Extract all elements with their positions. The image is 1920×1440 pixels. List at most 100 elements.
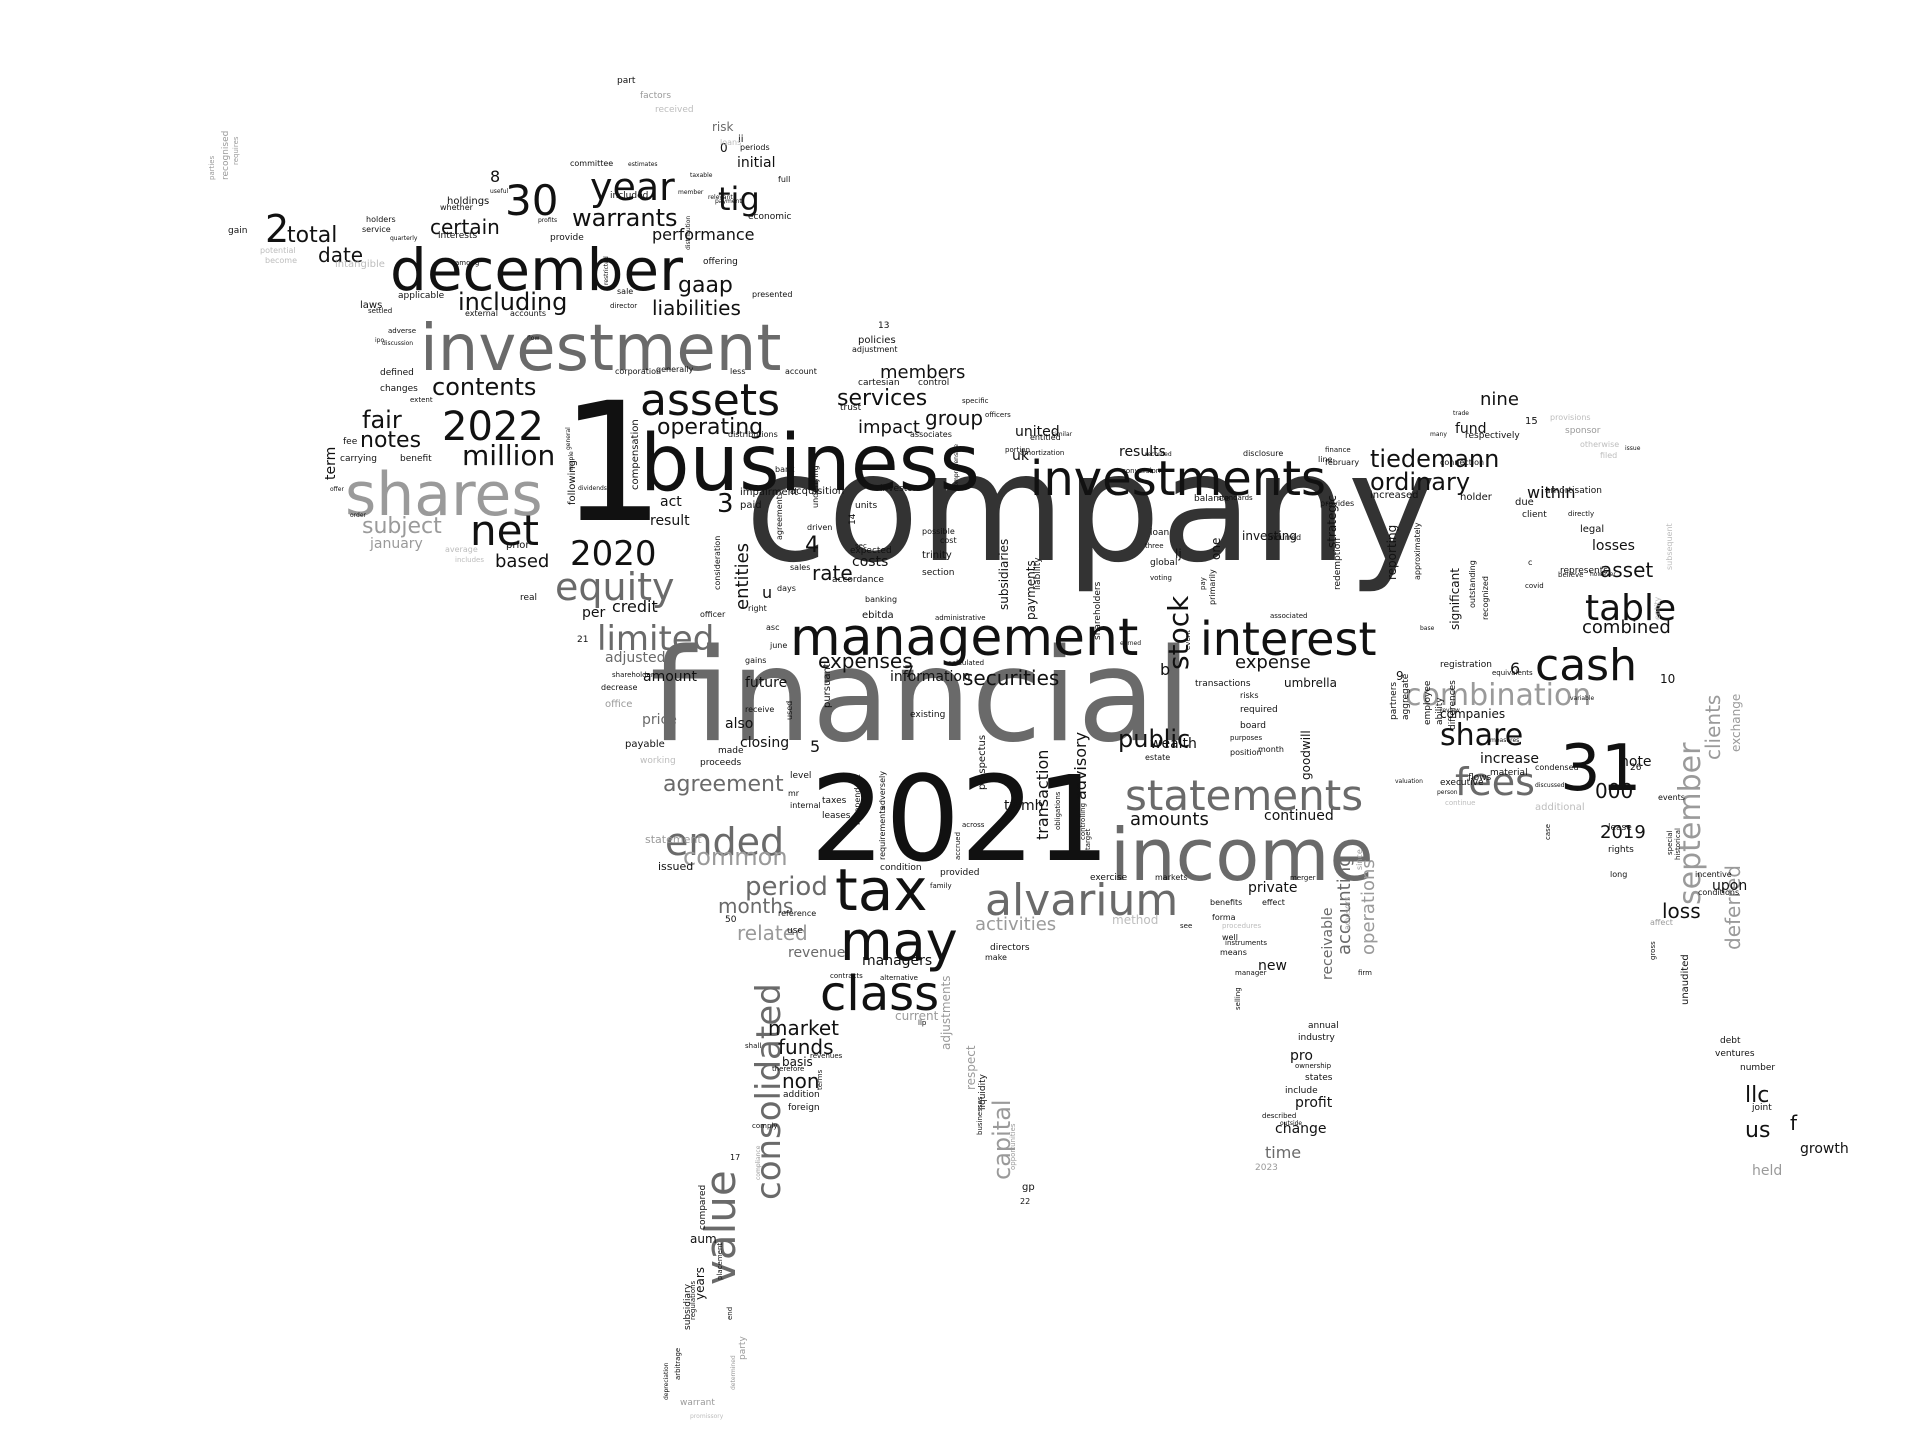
word-agreement: agreement xyxy=(663,772,784,797)
word-adversely: adversely xyxy=(878,771,887,810)
word-alvarium: alvarium xyxy=(985,875,1178,926)
word-measures: measures xyxy=(1490,737,1519,744)
word-required: required xyxy=(1240,705,1278,715)
word-subsidiaries: subsidiaries xyxy=(997,539,1011,610)
word-conversion: conversion xyxy=(1122,467,1160,475)
word-common: common xyxy=(683,843,788,871)
word-asc: asc xyxy=(766,623,779,632)
word-standards: standards xyxy=(1218,494,1253,502)
word-full: full xyxy=(778,175,790,184)
word-non: non xyxy=(782,1069,820,1093)
word-officer: officer xyxy=(700,610,726,619)
word-internal: internal xyxy=(790,801,821,810)
word-closing: closing xyxy=(740,735,789,751)
word-table: table xyxy=(1585,588,1676,629)
word-additional: additional xyxy=(1535,802,1585,813)
word-since: since xyxy=(1355,849,1364,870)
word-maple: maple xyxy=(568,451,575,470)
word-loss: loss xyxy=(1662,899,1701,923)
word-revenues: revenues xyxy=(810,1052,843,1060)
word-unaudited: unaudited xyxy=(1680,954,1691,1005)
word-1: 1 xyxy=(560,367,665,559)
word-31: 31 xyxy=(1560,732,1641,806)
word-merger: merger xyxy=(1290,874,1316,882)
word-represents: represents xyxy=(1560,566,1608,576)
word-member: member xyxy=(678,189,704,196)
word-however: however xyxy=(1590,571,1616,578)
word-gaap: gaap xyxy=(678,273,733,298)
word-time: time xyxy=(1265,1143,1301,1162)
word-instruments: instruments xyxy=(1225,939,1267,947)
word-shares: shares xyxy=(345,460,543,530)
word-event: event xyxy=(1184,630,1192,650)
word-year: year xyxy=(590,165,675,209)
word-used: used xyxy=(785,701,794,720)
word-equivalents: equivalents xyxy=(1492,669,1533,677)
word-carrying: carrying xyxy=(340,454,377,464)
word-6: 6 xyxy=(1510,659,1520,678)
word-become: become xyxy=(265,256,297,265)
word-parties: parties xyxy=(208,155,216,180)
word-cash: cash xyxy=(1535,640,1637,691)
word-corporation: corporation xyxy=(615,367,661,376)
word-5: 5 xyxy=(810,737,820,756)
word-us: us xyxy=(1745,1118,1770,1143)
word-financial: financial xyxy=(650,622,1191,771)
word-aum: aum xyxy=(690,1232,717,1246)
word-days: days xyxy=(777,584,796,593)
word-amounts: amounts xyxy=(1130,809,1209,830)
word-accrued: accrued xyxy=(954,832,962,860)
word-order: order xyxy=(350,512,367,519)
word-tig: tig xyxy=(718,180,760,218)
word-public: public xyxy=(1118,725,1190,753)
word-amortization: amortization xyxy=(1020,449,1064,457)
word-described: described xyxy=(1262,1112,1296,1120)
word-offer: offer xyxy=(330,486,344,493)
word-losses: losses xyxy=(1592,538,1635,554)
word-ability: ability xyxy=(1435,697,1445,725)
word-incentive: incentive xyxy=(1695,870,1732,879)
word-transactions: transactions xyxy=(1195,679,1251,689)
word-partners: partners xyxy=(1389,682,1399,720)
word-loan: loan xyxy=(1150,528,1169,538)
word-clients: clients xyxy=(1701,695,1725,760)
word-consideration: consideration xyxy=(713,536,722,590)
word-legal: legal xyxy=(1580,524,1604,535)
word-months: months xyxy=(718,894,793,918)
word-certain: certain xyxy=(430,215,500,239)
word-respectively: respectively xyxy=(1465,431,1520,441)
word-paid: paid xyxy=(740,500,762,511)
word-real: real xyxy=(520,593,537,603)
word-industry: industry xyxy=(1298,1033,1336,1043)
word-director: director xyxy=(610,302,637,310)
word-change: change xyxy=(1275,1121,1327,1137)
word-connection: connection xyxy=(1440,458,1484,467)
word-incurred: incurred xyxy=(1268,533,1301,542)
word-decrease: decrease xyxy=(601,683,638,692)
word-shall: shall xyxy=(745,1042,761,1050)
word-driven: driven xyxy=(807,523,832,532)
word-investors: investors xyxy=(880,484,921,494)
word-obligations: obligations xyxy=(1054,791,1062,830)
word-across: across xyxy=(962,821,985,829)
word-due: due xyxy=(1515,497,1534,508)
word-4: 4 xyxy=(805,533,819,558)
word-21: 21 xyxy=(577,635,588,645)
word-subsidiary: subsidiary xyxy=(683,1283,693,1330)
word-long: long xyxy=(1610,870,1627,879)
word-approximately: approximately xyxy=(1413,522,1422,580)
word-investing: investing xyxy=(1242,529,1297,543)
word-potential: potential xyxy=(260,246,296,255)
word-associated: associated xyxy=(1270,612,1307,620)
word-initial: initial xyxy=(737,155,776,171)
word-units: units xyxy=(855,501,877,511)
word-pursuant: pursuant xyxy=(822,663,833,708)
word-trade: trade xyxy=(1453,410,1469,417)
word-taxes: taxes xyxy=(822,796,847,806)
word-global: global xyxy=(1150,558,1177,568)
word-operations: operations xyxy=(1358,859,1379,955)
word-assets: assets xyxy=(640,375,780,426)
word-000: 000 xyxy=(1595,779,1633,803)
word-combined: combined xyxy=(1582,617,1671,638)
